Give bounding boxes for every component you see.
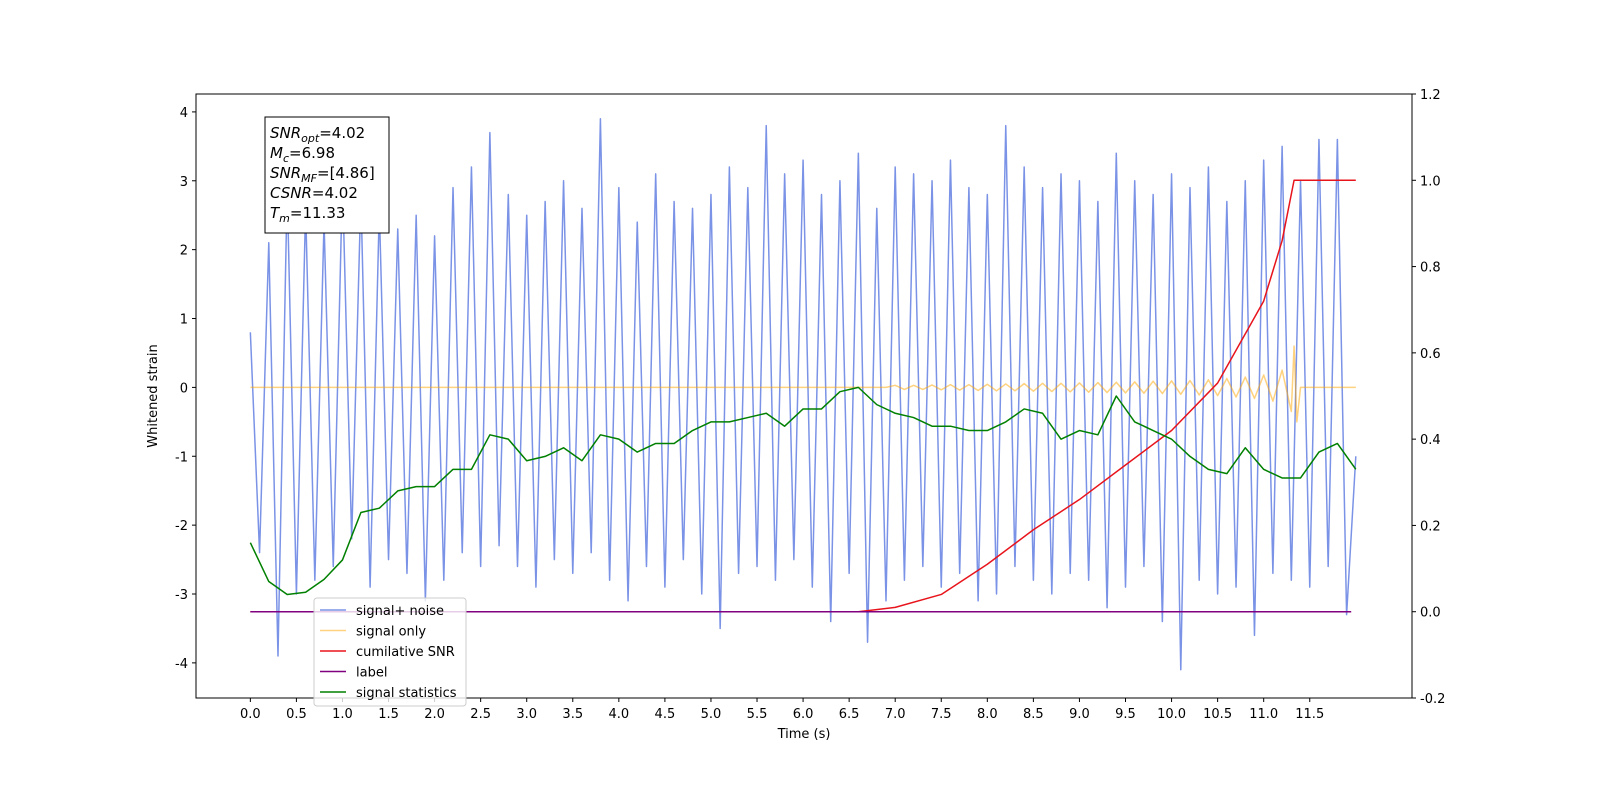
y2-tick-label: 0.8 [1420, 261, 1441, 276]
y-tick-label: -1 [175, 450, 188, 465]
legend-frame [313, 597, 467, 707]
annotation-value: =4.02 [312, 184, 358, 202]
y2-tick-label: 0.6 [1420, 347, 1441, 362]
annotation-value: =4.02 [319, 124, 365, 142]
y2-tick-label: 1.2 [1420, 88, 1441, 103]
y-tick-label: -2 [175, 519, 188, 534]
x-tick-label: 1.0 [332, 707, 353, 722]
annotation-subscript: opt [301, 132, 320, 145]
x-tick-label: 9.5 [1115, 707, 1136, 722]
legend-label: label [356, 666, 387, 681]
annotation-line: SNRMF=[4.86] [270, 164, 375, 185]
y2-tick-label: 1.0 [1420, 174, 1441, 189]
series-line [249, 386, 1357, 596]
legend-label: signal only [356, 625, 426, 640]
y-tick-label: 3 [180, 175, 188, 190]
annotation-value: =6.98 [289, 144, 335, 162]
x-tick-label: 0.5 [286, 707, 307, 722]
x-tick-label: 5.5 [747, 707, 768, 722]
series-line [250, 345, 1356, 423]
x-tick-label: 0.0 [240, 707, 261, 722]
annotation-value: =11.33 [290, 204, 346, 222]
x-tick-label: 11.0 [1249, 707, 1278, 722]
axes-frame [195, 93, 1413, 699]
annotation-line: CSNR=4.02 [270, 184, 358, 202]
annotation-symbol: SNR [270, 164, 301, 182]
x-tick-label: 8.5 [1023, 707, 1044, 722]
series-line [249, 118, 1357, 671]
annotation-line: Tm=11.33 [270, 204, 345, 225]
series-line [250, 179, 1356, 613]
legend-label: signal+ noise [356, 604, 444, 619]
annotation-subscript: m [279, 212, 290, 225]
x-tick-label: 2.5 [470, 707, 491, 722]
x-tick-label: 8.0 [977, 707, 998, 722]
annotation-subscript: MF [301, 172, 317, 185]
legend-label: signal statistics [356, 686, 457, 701]
annotation-box: SNRopt=4.02Mc=6.98SNRMF=[4.86]CSNR=4.02T… [264, 116, 390, 234]
y-tick-label: -3 [175, 588, 188, 603]
y2-tick-label: 0.2 [1420, 519, 1441, 534]
y2-tick-label: 0.0 [1420, 606, 1441, 621]
x-tick-label: 9.0 [1069, 707, 1090, 722]
y2-tick-label: -0.2 [1420, 692, 1445, 707]
legend-label: cumilative SNR [356, 645, 455, 660]
x-tick-label: 4.5 [655, 707, 676, 722]
x-tick-label: 2.0 [424, 707, 445, 722]
y-tick-label: 1 [180, 313, 188, 328]
y-tick-label: -4 [175, 657, 188, 672]
annotation-line: SNRopt=4.02 [270, 124, 365, 145]
y-tick-label: 4 [180, 106, 188, 121]
y-axis-label: Whitened strain [146, 344, 161, 447]
x-tick-label: 3.5 [562, 707, 583, 722]
annotation-symbol: T [270, 204, 281, 222]
x-tick-label: 6.0 [793, 707, 814, 722]
x-tick-label: 5.0 [701, 707, 722, 722]
x-tick-label: 7.0 [885, 707, 906, 722]
x-tick-label: 11.5 [1295, 707, 1324, 722]
x-axis-label: Time (s) [777, 727, 831, 742]
y-tick-label: 2 [180, 244, 188, 259]
annotation-subscript: c [283, 152, 289, 165]
annotation-frame [264, 116, 390, 234]
annotation-value: =[4.86] [317, 164, 375, 182]
x-tick-label: 7.5 [931, 707, 952, 722]
x-tick-label: 10.5 [1203, 707, 1232, 722]
annotation-symbol: SNR [270, 124, 301, 142]
annotation-symbol: M [270, 144, 283, 162]
x-tick-label: 10.0 [1157, 707, 1186, 722]
y2-tick-label: 0.4 [1420, 433, 1441, 448]
y-tick-label: 0 [180, 381, 188, 396]
x-tick-label: 4.0 [608, 707, 629, 722]
x-tick-label: 3.0 [516, 707, 537, 722]
x-tick-label: 1.5 [378, 707, 399, 722]
x-tick-label: 6.5 [839, 707, 860, 722]
legend: signal+ noise signal only cumilative SNR la… [313, 597, 467, 707]
annotation-line: Mc=6.98 [270, 144, 335, 165]
annotation-symbol: CSNR [270, 184, 312, 202]
